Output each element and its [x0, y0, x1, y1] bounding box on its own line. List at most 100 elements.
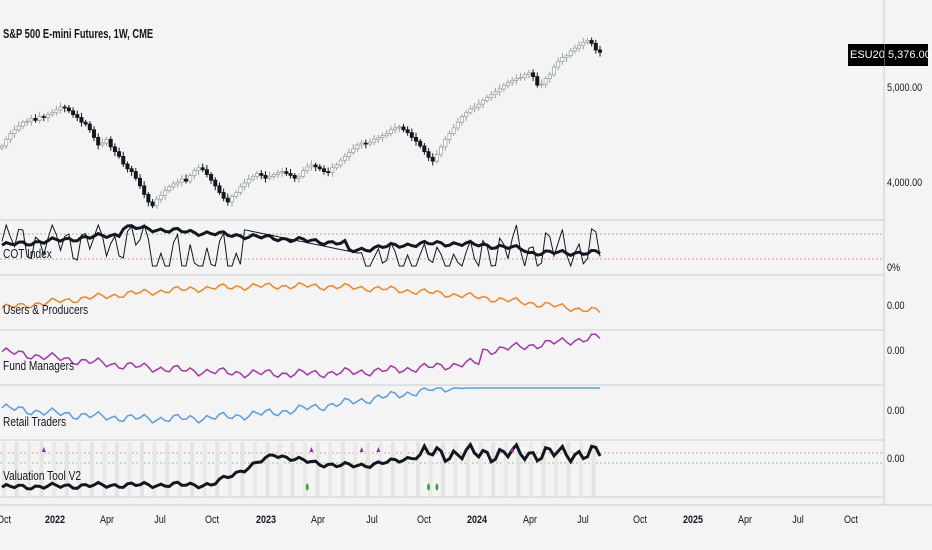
fund-managers-plot[interactable]	[1, 333, 601, 379]
candle-body	[16, 125, 21, 131]
users-producers-plot[interactable]	[1, 281, 601, 314]
candle-body	[388, 129, 393, 135]
price-candles[interactable]	[0, 37, 603, 209]
candle-body	[560, 57, 565, 62]
candle-body	[104, 138, 109, 144]
valuation-shade	[215, 442, 220, 497]
candle-body	[522, 74, 527, 78]
valuation-marker-purple	[376, 447, 381, 452]
valuation-shade	[140, 442, 144, 497]
candle-body	[58, 106, 63, 111]
candle-body	[284, 171, 289, 174]
candle-body	[79, 117, 84, 123]
candle-body	[71, 110, 76, 116]
candle-body	[430, 156, 435, 162]
time-axis-tick: Jul	[366, 514, 378, 526]
candle-body	[305, 166, 310, 172]
ticker-tag: ESU2024	[848, 44, 897, 66]
valuation-shade	[52, 442, 57, 497]
valuation-shade	[303, 442, 308, 497]
candle-body	[351, 148, 356, 154]
retail-traders-plot[interactable]	[1, 387, 600, 424]
candle-body	[505, 81, 510, 86]
candle-body	[167, 186, 172, 192]
candle-body	[413, 136, 418, 142]
valuation-shade	[290, 442, 295, 497]
users-producers-line	[1, 281, 601, 314]
valuation-shade	[252, 442, 257, 497]
candle-body	[514, 78, 519, 81]
candle-body	[108, 138, 113, 148]
candle-body	[434, 154, 439, 162]
cot-index-axis-label: 0%	[887, 262, 901, 274]
candle-body	[192, 170, 197, 176]
candle-body	[568, 50, 573, 57]
valuation-shade	[27, 442, 32, 497]
candle-body	[376, 136, 381, 140]
candle-body	[380, 135, 385, 138]
candle-body	[598, 49, 603, 53]
valuation-tool-label[interactable]: Valuation Tool V2	[3, 468, 81, 483]
candle-body	[62, 106, 67, 109]
valuation-shade	[152, 442, 157, 497]
valuation-marker-green	[305, 483, 309, 491]
time-axis-tick: Apr	[99, 514, 115, 526]
valuation-shade	[278, 442, 282, 497]
valuation-shade	[503, 442, 508, 497]
candle-body	[125, 163, 130, 170]
valuation-shade	[516, 442, 521, 497]
candle-body	[572, 47, 577, 52]
users-producers-label[interactable]: Users & Producers	[3, 302, 89, 317]
valuation-shade	[579, 442, 584, 497]
valuation-shade	[190, 442, 195, 497]
valuation-shade	[64, 442, 69, 497]
valuation-shade	[390, 442, 395, 497]
candle-body	[179, 178, 184, 183]
fund-managers-axis-label: 0.00	[887, 345, 905, 357]
candle-body	[363, 142, 368, 145]
candle-body	[255, 173, 260, 177]
candle-body	[321, 168, 326, 172]
candle-body	[250, 175, 255, 180]
candle-body	[401, 126, 406, 131]
candle-body	[50, 112, 55, 115]
candle-body	[510, 80, 515, 83]
time-axis-tick: Apr	[522, 514, 538, 526]
candle-body	[531, 72, 536, 78]
candle-body	[150, 201, 155, 207]
candle-body	[171, 183, 176, 188]
candle-body	[409, 132, 414, 138]
time-axis-tick: 2024	[466, 514, 488, 526]
candle-body	[593, 42, 598, 51]
candle-body	[585, 40, 590, 43]
candle-body	[112, 146, 117, 153]
valuation-shade	[541, 442, 546, 497]
candle-body	[29, 118, 34, 122]
candle-body	[334, 164, 339, 169]
valuation-shade	[491, 442, 496, 497]
fund-managers-label[interactable]: Fund Managers	[3, 358, 75, 373]
candle-body	[163, 190, 168, 196]
candle-body	[393, 127, 398, 131]
candle-body	[372, 138, 377, 143]
candle-body	[46, 114, 51, 118]
candle-body	[338, 159, 343, 166]
time-axis-tick: 2023	[255, 514, 277, 526]
candle-body	[342, 155, 347, 161]
valuation-tool-plot[interactable]	[1, 441, 602, 497]
candle-body	[367, 141, 372, 145]
cot-index-label[interactable]: COT Index	[3, 246, 52, 261]
candle-body	[41, 116, 46, 118]
candle-body	[497, 88, 502, 93]
time-axis-tick: Oct	[632, 514, 648, 526]
symbol-title[interactable]: S&P 500 E-mini Futures, 1W, CME	[3, 26, 154, 41]
retail-traders-label[interactable]: Retail Traders	[3, 414, 67, 429]
candle-body	[263, 174, 268, 179]
valuation-tool-axis-label: 0.00	[887, 453, 905, 465]
candle-body	[493, 91, 498, 96]
candle-body	[37, 116, 42, 121]
valuation-marker-purple	[309, 447, 314, 452]
cot-index-plot[interactable]	[1, 223, 601, 268]
